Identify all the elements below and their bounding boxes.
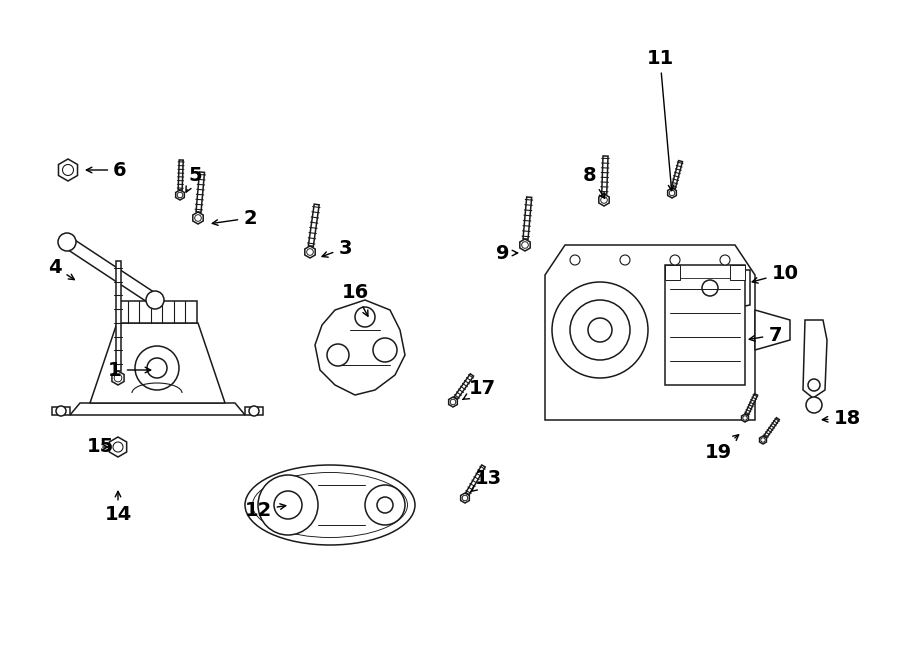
Polygon shape	[115, 261, 121, 371]
Text: 5: 5	[186, 166, 202, 192]
Polygon shape	[193, 212, 203, 224]
Circle shape	[570, 300, 630, 360]
Polygon shape	[520, 239, 530, 251]
Text: 4: 4	[49, 258, 75, 279]
Circle shape	[720, 255, 730, 265]
Circle shape	[147, 358, 167, 378]
Polygon shape	[109, 437, 127, 457]
Polygon shape	[176, 190, 184, 200]
Polygon shape	[449, 397, 457, 407]
Text: 12: 12	[245, 500, 285, 520]
Circle shape	[522, 242, 528, 248]
Circle shape	[806, 397, 822, 413]
Polygon shape	[305, 246, 315, 258]
Polygon shape	[523, 197, 532, 239]
Circle shape	[146, 291, 164, 309]
Circle shape	[463, 495, 468, 500]
Text: 17: 17	[463, 379, 496, 399]
Ellipse shape	[245, 465, 415, 545]
Text: 2: 2	[212, 209, 256, 228]
Circle shape	[702, 280, 718, 296]
Ellipse shape	[253, 473, 408, 538]
Text: 8: 8	[583, 166, 605, 199]
Circle shape	[670, 190, 675, 196]
Text: 14: 14	[104, 491, 131, 524]
Circle shape	[56, 406, 66, 416]
Circle shape	[113, 442, 123, 452]
Polygon shape	[668, 188, 676, 198]
Circle shape	[365, 485, 405, 525]
Polygon shape	[52, 407, 70, 415]
Circle shape	[307, 249, 313, 256]
Circle shape	[552, 282, 648, 378]
Polygon shape	[90, 323, 225, 403]
Polygon shape	[196, 172, 204, 213]
Text: 11: 11	[646, 48, 674, 191]
Polygon shape	[545, 245, 755, 420]
Text: 15: 15	[86, 438, 113, 457]
Circle shape	[327, 344, 349, 366]
Circle shape	[135, 346, 179, 390]
Circle shape	[58, 233, 76, 251]
Circle shape	[177, 192, 183, 198]
Polygon shape	[742, 414, 749, 422]
Polygon shape	[760, 436, 767, 444]
Circle shape	[62, 164, 74, 175]
Circle shape	[670, 255, 680, 265]
Polygon shape	[112, 371, 124, 385]
Polygon shape	[315, 300, 405, 395]
Circle shape	[760, 438, 765, 442]
Polygon shape	[803, 320, 827, 398]
Polygon shape	[680, 270, 750, 310]
Polygon shape	[755, 310, 790, 350]
Text: 6: 6	[86, 160, 127, 179]
Circle shape	[570, 255, 580, 265]
Polygon shape	[602, 156, 608, 194]
Polygon shape	[461, 493, 469, 503]
Polygon shape	[745, 394, 758, 415]
Text: 7: 7	[750, 326, 782, 344]
Polygon shape	[70, 403, 245, 415]
Polygon shape	[466, 465, 485, 495]
Circle shape	[742, 416, 747, 420]
Circle shape	[274, 491, 302, 519]
Text: 3: 3	[322, 238, 352, 258]
Polygon shape	[64, 237, 158, 305]
Polygon shape	[671, 161, 682, 189]
Text: 16: 16	[341, 283, 369, 316]
Circle shape	[249, 406, 259, 416]
Polygon shape	[178, 160, 184, 190]
Circle shape	[258, 475, 318, 535]
Polygon shape	[598, 194, 609, 206]
Polygon shape	[245, 407, 263, 415]
Polygon shape	[730, 265, 745, 280]
Circle shape	[114, 374, 122, 382]
Circle shape	[377, 497, 393, 513]
Circle shape	[373, 338, 397, 362]
Circle shape	[808, 379, 820, 391]
Polygon shape	[665, 265, 680, 280]
Polygon shape	[117, 301, 197, 323]
Circle shape	[194, 214, 202, 221]
Circle shape	[620, 255, 630, 265]
Text: 1: 1	[108, 361, 150, 379]
Text: 10: 10	[752, 263, 798, 283]
Circle shape	[450, 399, 455, 404]
Text: 19: 19	[705, 435, 739, 461]
Polygon shape	[58, 159, 77, 181]
Polygon shape	[764, 418, 779, 438]
Text: 9: 9	[496, 244, 518, 263]
Circle shape	[355, 307, 375, 327]
Text: 18: 18	[823, 408, 860, 428]
Polygon shape	[454, 374, 473, 399]
Circle shape	[588, 318, 612, 342]
Circle shape	[600, 197, 608, 203]
Polygon shape	[665, 265, 745, 385]
Polygon shape	[309, 204, 320, 246]
Text: 13: 13	[471, 469, 501, 492]
